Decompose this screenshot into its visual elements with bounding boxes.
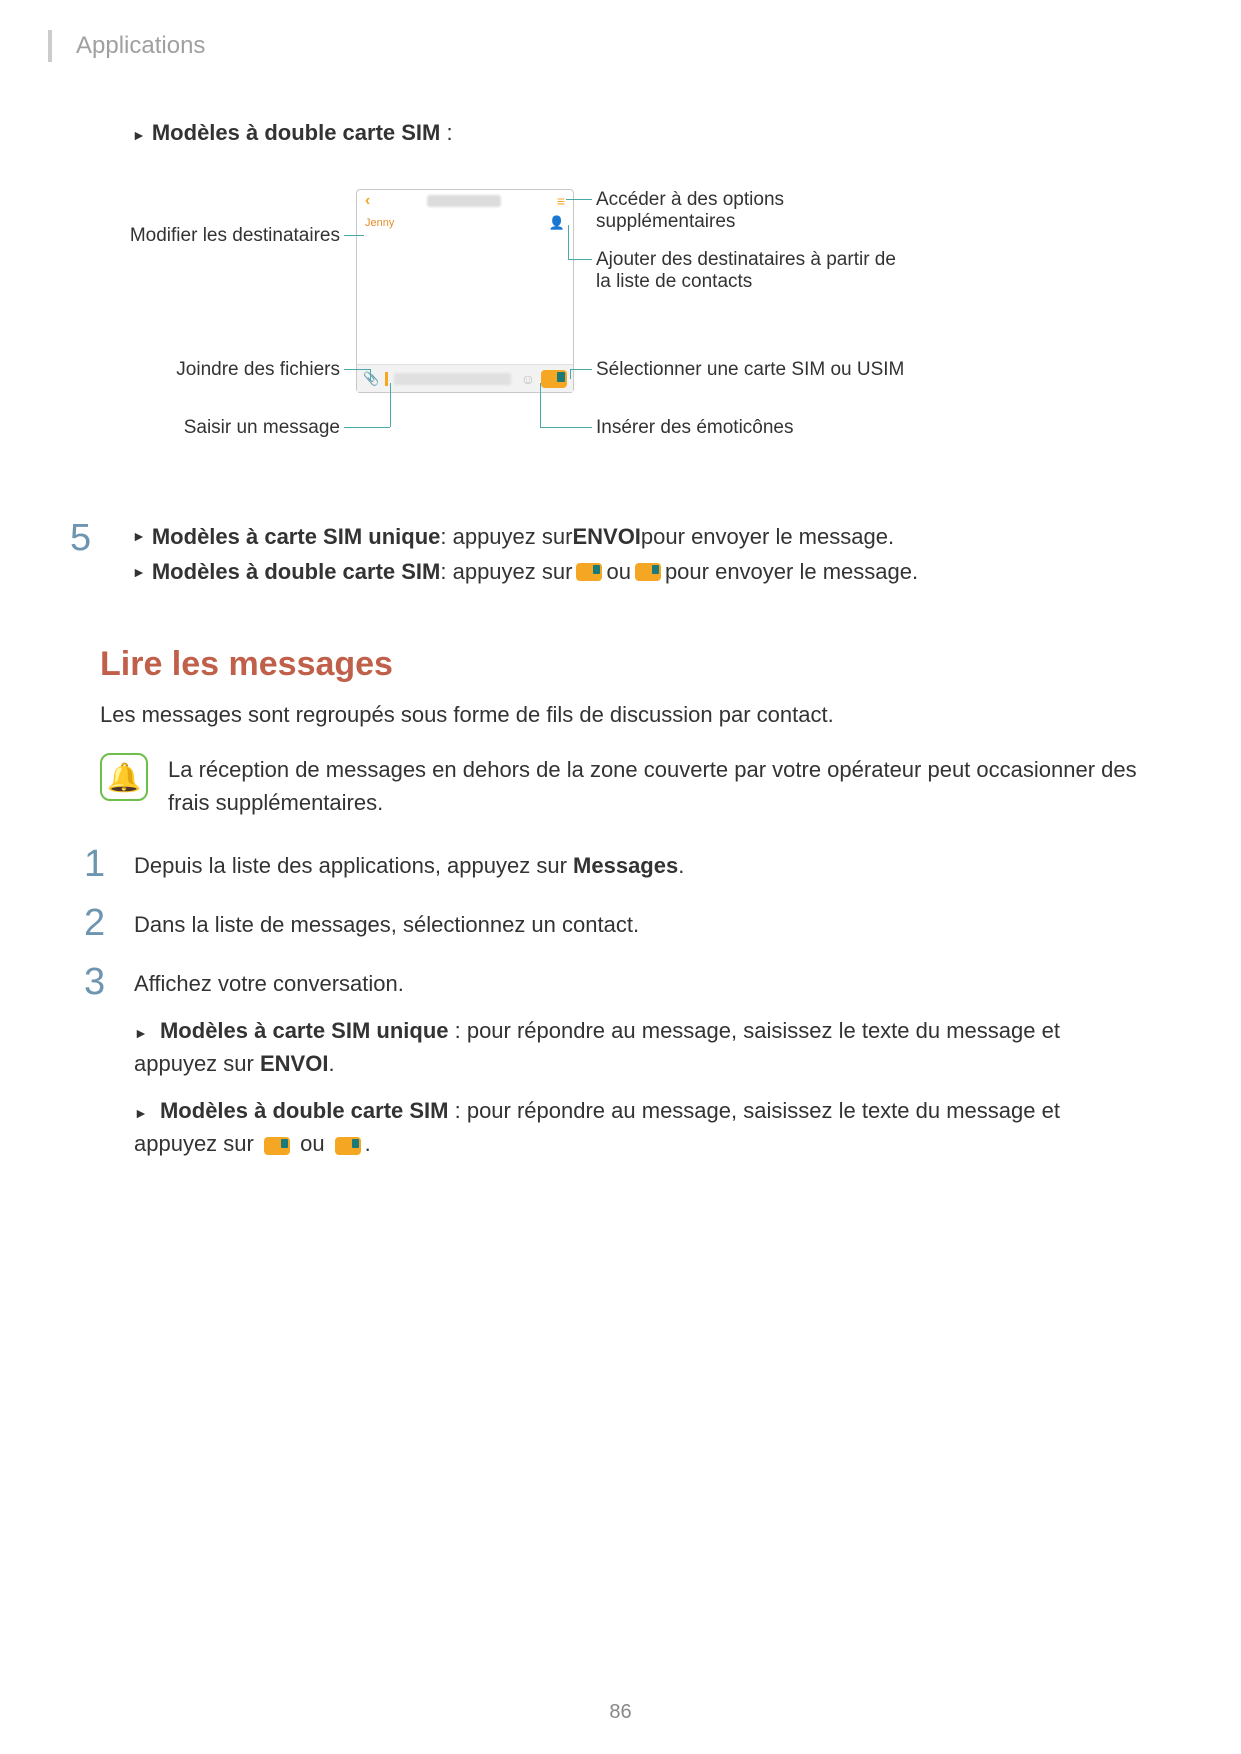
header-bar (48, 30, 52, 62)
section-intro: Les messages sont regroupés sous forme d… (100, 698, 1140, 731)
callout-saisir: Saisir un message (100, 417, 340, 439)
step5-l2-mid: : appuyez sur (440, 554, 572, 589)
menu-icon: ≡ (557, 193, 565, 209)
callout-ajouter-l1: Ajouter des destinataires à partir de (596, 249, 896, 271)
s3-sub1-bold2: ENVOI (260, 1051, 328, 1076)
phone-topbar: ‹ ≡ (357, 190, 573, 212)
step5-l1-bold: Modèles à carte SIM unique (152, 519, 441, 554)
section-title: Lire les messages (100, 645, 1140, 684)
sim-send-icon (541, 370, 567, 388)
line (568, 259, 592, 260)
step-5: 5 ► Modèles à carte SIM unique : appuyez… (100, 519, 1140, 589)
step-2: 2 Dans la liste de messages, sélectionne… (100, 908, 1140, 941)
callout-joindre: Joindre des fichiers (100, 359, 340, 381)
line (566, 199, 592, 200)
line (344, 369, 370, 370)
bell-icon: 🔔 (100, 753, 148, 801)
attach-icon: 📎 (363, 371, 379, 387)
intro-bold: Modèles à double carte SIM (152, 120, 441, 145)
step-number-3: 3 (84, 961, 105, 1004)
intro-bullet: ► Modèles à double carte SIM : (132, 116, 1140, 149)
send-icon-4 (335, 1137, 361, 1155)
emoji-icon: ☺ (521, 371, 535, 387)
line (568, 225, 569, 259)
callout-options-l2: supplémentaires (596, 211, 784, 233)
step5-line1: ► Modèles à carte SIM unique : appuyez s… (132, 519, 1140, 554)
step5-l2-end: pour envoyer le message. (665, 554, 918, 589)
line (370, 369, 371, 381)
s1-pre: Depuis la liste des applications, appuye… (134, 853, 573, 878)
intro-suffix: : (440, 120, 452, 145)
triangle-icon: ► (132, 125, 146, 146)
send-icon-3 (264, 1137, 290, 1155)
line (540, 383, 541, 427)
recipient-name: Jenny (365, 217, 394, 229)
triangle-icon: ► (132, 561, 146, 583)
s3-text: Affichez votre conversation. (134, 967, 1140, 1000)
s3-sub1-post: . (328, 1051, 334, 1076)
callout-options: Accéder à des options supplémentaires (596, 189, 784, 233)
step-3: 3 Affichez votre conversation. ► Modèles… (100, 967, 1140, 1160)
s3-sub2-bold: Modèles à double carte SIM (160, 1098, 449, 1123)
blurred-title (427, 195, 501, 207)
s2-text: Dans la liste de messages, sélectionnez … (134, 908, 1140, 941)
s1-post: . (678, 853, 684, 878)
line (344, 427, 390, 428)
step5-l1-bold2: ENVOI (572, 519, 640, 554)
step5-l2-ou: ou (606, 554, 630, 589)
s3-sub2-post: . (365, 1131, 371, 1156)
cursor-icon (385, 372, 388, 386)
callout-emoticones: Insérer des émoticônes (596, 417, 794, 439)
recipient-row: Jenny 👤 (357, 212, 573, 234)
step5-line2: ► Modèles à double carte SIM : appuyez s… (132, 554, 1140, 589)
input-placeholder (394, 373, 511, 385)
triangle-icon: ► (134, 1025, 148, 1041)
send-icon-1 (576, 563, 602, 581)
step-number-5: 5 (70, 519, 91, 557)
phone-mockup: ‹ ≡ Jenny 👤 📎 ☺ (356, 189, 574, 393)
step-1: 1 Depuis la liste des applications, appu… (100, 849, 1140, 882)
callout-modifier: Modifier les destinataires (100, 225, 340, 247)
step5-l1-mid: : appuyez sur (440, 519, 572, 554)
line (570, 369, 592, 370)
callout-diagram: ‹ ≡ Jenny 👤 📎 ☺ Modifier les destinatair… (100, 189, 1140, 469)
page-number: 86 (0, 1701, 1241, 1724)
triangle-icon: ► (132, 525, 146, 547)
page-header: Applications (48, 30, 205, 62)
step5-l2-bold: Modèles à double carte SIM (152, 554, 441, 589)
s3-sub1: ► Modèles à carte SIM unique : pour répo… (134, 1014, 1140, 1080)
callout-sim: Sélectionner une carte SIM ou USIM (596, 359, 904, 381)
triangle-icon: ► (134, 1105, 148, 1121)
s3-sub1-bold: Modèles à carte SIM unique (160, 1018, 449, 1043)
line (540, 427, 592, 428)
step-number-2: 2 (84, 902, 105, 945)
s3-sub2-ou: ou (294, 1131, 331, 1156)
note-box: 🔔 La réception de messages en dehors de … (100, 753, 1140, 819)
back-icon: ‹ (365, 192, 370, 210)
s1-bold: Messages (573, 853, 678, 878)
s3-sub2: ► Modèles à double carte SIM : pour répo… (134, 1094, 1140, 1160)
callout-options-l1: Accéder à des options (596, 189, 784, 211)
send-icon-2 (635, 563, 661, 581)
line (344, 235, 364, 236)
step-number-1: 1 (84, 843, 105, 886)
note-text: La réception de messages en dehors de la… (168, 753, 1140, 819)
callout-ajouter: Ajouter des destinataires à partir de la… (596, 249, 896, 293)
header-title: Applications (76, 32, 205, 60)
line (390, 383, 391, 427)
contact-icon: 👤 (549, 215, 565, 231)
callout-ajouter-l2: la liste de contacts (596, 271, 896, 293)
step5-l1-end: pour envoyer le message. (641, 519, 894, 554)
line (570, 369, 571, 379)
